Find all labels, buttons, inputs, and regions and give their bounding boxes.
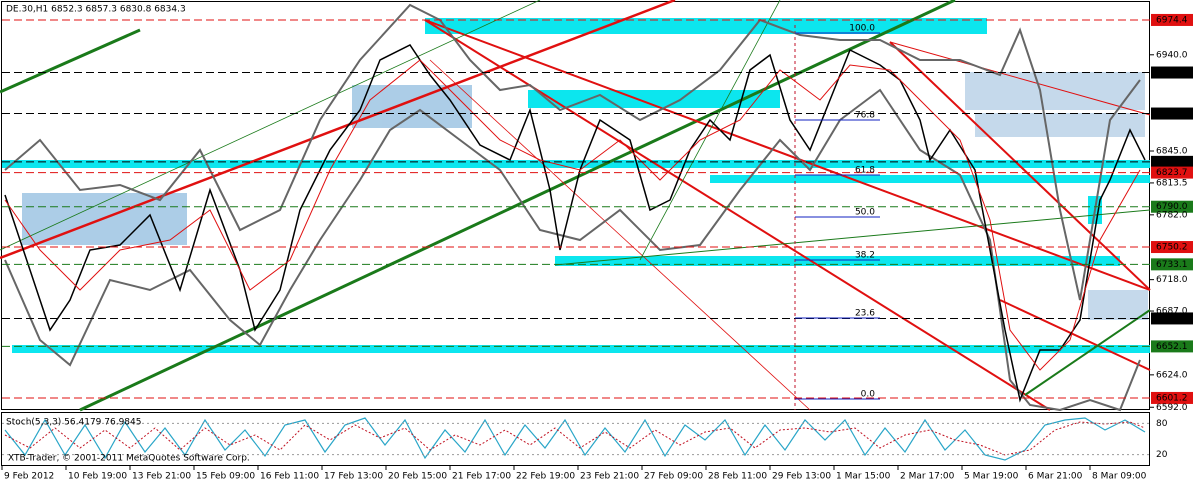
- zone: [1088, 290, 1148, 320]
- time-label: 9 Feb 2012: [4, 472, 54, 482]
- trend-line: [554, 209, 1151, 266]
- time-label: 29 Feb 13:00: [772, 472, 831, 482]
- price-label: 6922.5: [1156, 68, 1188, 78]
- price-label: 6974.4: [1156, 15, 1188, 25]
- price-label-box: [1151, 13, 1193, 26]
- time-label: 5 Mar 19:00: [964, 472, 1019, 482]
- price-label-box: [1151, 200, 1193, 213]
- time-label: 13 Feb 21:00: [132, 472, 191, 482]
- price-label: 6601.2: [1156, 393, 1188, 403]
- price-label-box: [1151, 391, 1193, 404]
- zone: [965, 72, 1145, 110]
- fib-label: 50.0: [855, 208, 875, 218]
- time-label: 20 Feb 15:00: [388, 472, 447, 482]
- price-label: 6813.5: [1156, 178, 1188, 188]
- price-label-box: [1151, 107, 1193, 120]
- zones: [2, 18, 1150, 353]
- moving-average: [4, 59, 1141, 371]
- fib-label: 100.0: [849, 24, 875, 34]
- price-label: 6750.2: [1156, 243, 1188, 253]
- fib-label: 61.8: [855, 166, 875, 176]
- price-label: 6652.1: [1156, 342, 1188, 352]
- price-label-box: [1151, 155, 1193, 168]
- time-label: 1 Mar 15:00: [836, 472, 891, 482]
- time-label: 23 Feb 21:00: [580, 472, 639, 482]
- stoch-signal: [4, 421, 1146, 456]
- zone: [12, 345, 1150, 353]
- watermark: XTB-Trader, © 2001-2011 MetaQuotes Softw…: [8, 454, 250, 464]
- trend-line: [0, 28, 141, 94]
- price-label: 6845.0: [1156, 147, 1188, 157]
- price-line: [4, 44, 1146, 403]
- time-label: 2 Mar 17:00: [900, 472, 955, 482]
- time-label: 8 Mar 09:00: [1092, 472, 1147, 482]
- stoch-panel: [1, 412, 1150, 466]
- zone: [425, 18, 987, 34]
- zone: [975, 113, 1145, 137]
- trend-line: [0, 0, 541, 251]
- price-label-box: [1151, 258, 1193, 271]
- band-upper: [4, 3, 1141, 301]
- trend-line: [429, 59, 811, 411]
- price-label-box: [1151, 166, 1193, 179]
- stoch-tick: 20: [1156, 450, 1168, 460]
- fib-label: 38.2: [855, 251, 875, 261]
- price-label: 6679.7: [1156, 314, 1188, 324]
- price-label: 6834.3: [1156, 157, 1188, 167]
- time-label: 16 Feb 11:00: [260, 472, 319, 482]
- price-label: 6592.0: [1156, 403, 1188, 413]
- zone: [710, 175, 1150, 183]
- price-label: 6790.0: [1156, 202, 1188, 212]
- trend-line: [79, 0, 956, 412]
- fib-label: 23.6: [855, 309, 875, 319]
- zone: [528, 90, 780, 108]
- price-label-box: [1151, 66, 1193, 79]
- band-lower: [4, 88, 1141, 412]
- trend-line: [0, 0, 676, 260]
- trend-line: [639, 0, 781, 261]
- price-label: 6782.0: [1156, 210, 1188, 220]
- time-label: 27 Feb 09:00: [644, 472, 703, 482]
- price-label: 6624.0: [1156, 370, 1188, 380]
- trend-line: [889, 41, 1151, 291]
- trend-line: [1024, 309, 1151, 396]
- price-label: 6940.0: [1156, 50, 1188, 60]
- time-label: 22 Feb 19:00: [516, 472, 575, 482]
- time-label: 28 Feb 11:00: [708, 472, 767, 482]
- trend-lines: [0, 0, 1151, 412]
- price-label: 6733.1: [1156, 260, 1188, 270]
- stoch-tick: 80: [1156, 419, 1168, 429]
- header: DE.30,H1 6852.3 6857.3 6830.8 6834.3: [6, 5, 186, 15]
- price-label: 6718.0: [1156, 275, 1188, 285]
- price-label-box: [1151, 340, 1193, 353]
- time-label: 10 Feb 19:00: [68, 472, 127, 482]
- time-label: 21 Feb 17:00: [452, 472, 511, 482]
- main-panel: [1, 1, 1150, 410]
- time-label: 17 Feb 13:00: [324, 472, 383, 482]
- trend-line: [999, 299, 1151, 371]
- price-label: 6687.0: [1156, 307, 1188, 317]
- price-label-box: [1151, 241, 1193, 254]
- trend-line: [424, 19, 1151, 291]
- time-label: 6 Mar 21:00: [1028, 472, 1083, 482]
- trend-line: [889, 41, 1151, 116]
- fib-label: 76.8: [855, 111, 875, 121]
- stoch-label: Stoch(5,3,3) 56.4179 76.9845: [6, 418, 141, 428]
- zone: [555, 256, 1120, 266]
- price-label: 6882.0: [1156, 109, 1188, 119]
- price-label: 6823.7: [1156, 168, 1188, 178]
- time-label: 15 Feb 09:00: [196, 472, 255, 482]
- zone: [2, 160, 1150, 168]
- price-label-box: [1151, 312, 1193, 325]
- fib-label: 0.0: [861, 390, 876, 400]
